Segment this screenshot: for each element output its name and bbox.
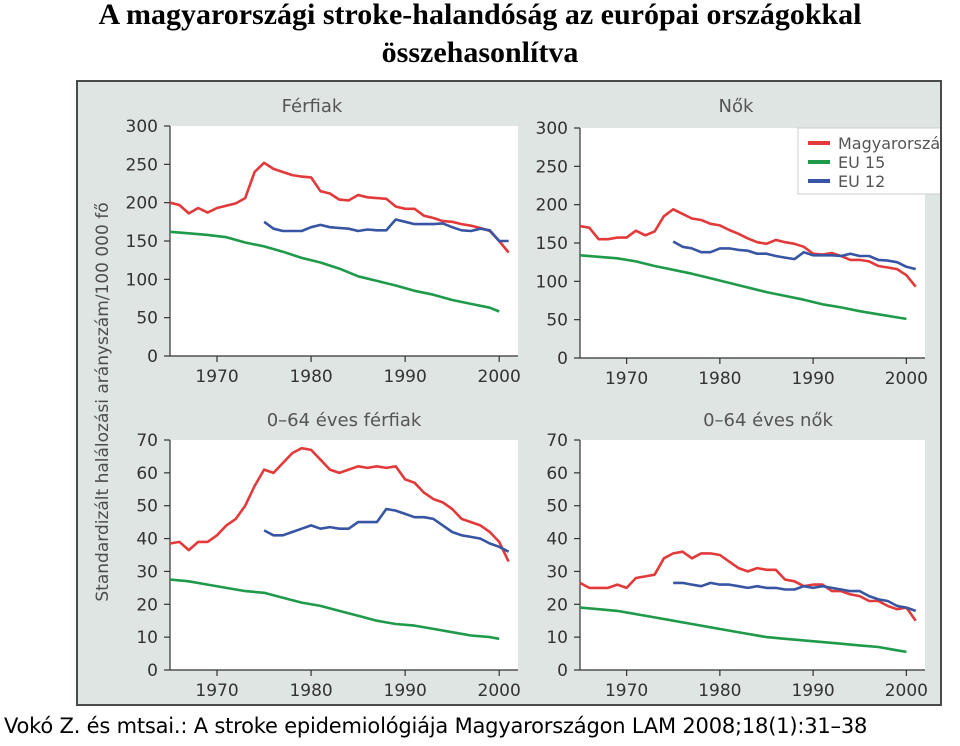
x-tick-label: 2000: [478, 681, 521, 701]
page-title-line-2: összehasonlítva: [381, 36, 579, 69]
chart-panel-3: 0–64 éves férfiak 0 10 20 30 40 50 60 70 1970 1980…: [136, 410, 520, 701]
series-line-eu-15: [169, 230, 500, 313]
x-tick-label: 1970: [195, 367, 238, 387]
series-line-eu-12: [672, 240, 917, 271]
x-tick-label: 2000: [885, 369, 928, 389]
x-tick-label: 1970: [605, 681, 648, 701]
x-tick-label: 1980: [698, 681, 741, 701]
chart-panel-4: 0–64 éves nők 0 10 20 30 40 50 60 70 1970 1980 1990…: [546, 410, 928, 701]
x-tick-label: 1980: [698, 369, 741, 389]
chart-panel-2: Nők 0 50 100 150 200 250 300 1970 1980 1990 2000 Mag…: [536, 96, 940, 389]
y-tick-label: 150: [126, 232, 158, 252]
y-tick-label: 50: [546, 497, 568, 517]
y-tick-label: 40: [136, 530, 158, 550]
series-line-eu-15: [579, 254, 907, 321]
y-tick-label: 50: [136, 497, 158, 517]
y-tick-label: 30: [136, 562, 158, 582]
series-line-eu-12: [263, 218, 509, 243]
y-tick-label: 0: [147, 661, 158, 681]
y-tick-label: 0: [557, 661, 568, 681]
series-line-eu-12: [673, 581, 917, 613]
y-tick-label: 60: [546, 464, 568, 484]
x-tick-label: 1990: [384, 367, 427, 387]
y-tick-label: 100: [126, 270, 158, 290]
x-tick-label: 1980: [289, 367, 332, 387]
y-tick-label: 250: [536, 157, 568, 177]
series-line-eu-12: [263, 507, 510, 553]
x-tick-label: 2000: [478, 367, 521, 387]
y-axis-label: Standardizált halálozási arányszám/100 0…: [93, 202, 113, 601]
series-line-eu-15: [579, 606, 907, 654]
series-line-magyarorsz-g: [579, 550, 917, 622]
x-tick-label: 1990: [791, 681, 834, 701]
y-tick-label: 100: [536, 272, 568, 292]
x-tick-label: 1970: [195, 681, 238, 701]
plot-area: [580, 440, 925, 670]
series-line-magyarorsz-g: [169, 161, 510, 254]
panel-title: 0–64 éves nők: [703, 410, 833, 431]
y-tick-label: 30: [546, 562, 568, 582]
panel-title: Férfiak: [282, 96, 343, 117]
y-tick-label: 150: [536, 234, 568, 254]
y-tick-label: 0: [147, 347, 158, 367]
chart-figure-panel: Standardizált halálozási arányszám/100 0…: [76, 80, 942, 706]
citation-text: Vokó Z. és mtsai.: A stroke epidemiológi…: [4, 714, 868, 738]
panel-title: 0–64 éves férfiak: [267, 410, 422, 431]
y-tick-label: 20: [136, 595, 158, 615]
y-tick-label: 50: [546, 311, 568, 331]
y-tick-label: 20: [546, 595, 568, 615]
x-tick-label: 1970: [605, 369, 648, 389]
y-tick-label: 200: [126, 194, 158, 214]
series-line-eu-15: [169, 578, 500, 641]
y-tick-label: 250: [126, 155, 158, 175]
y-tick-label: 40: [546, 530, 568, 550]
x-tick-label: 1990: [791, 369, 834, 389]
page-title-line-1: A magyarországi stroke-halandóság az eur…: [98, 0, 862, 31]
x-tick-label: 1980: [289, 681, 332, 701]
y-tick-label: 200: [536, 196, 568, 216]
y-tick-label: 70: [136, 431, 158, 451]
y-tick-label: 10: [546, 628, 568, 648]
chart-panel-1: Férfiak 0 50 100 150 200 250 300 1970 1980 1990 200…: [126, 96, 521, 387]
x-tick-label: 1990: [384, 681, 427, 701]
y-tick-label: 300: [126, 117, 158, 137]
panel-title: Nők: [719, 96, 754, 117]
legend-label-eu-15: EU 15: [838, 153, 885, 172]
plot-area: [170, 126, 518, 356]
plot-area: [170, 440, 518, 670]
series-line-magyarorsz-g: [169, 446, 510, 563]
y-tick-label: 300: [536, 119, 568, 139]
y-tick-label: 50: [136, 309, 158, 329]
legend-label-magyarorsz-g: Magyarország: [838, 134, 940, 153]
y-tick-label: 0: [557, 349, 568, 369]
series-line-magyarorsz-g: [579, 208, 917, 288]
legend-label-eu-12: EU 12: [838, 172, 885, 191]
y-tick-label: 10: [136, 628, 158, 648]
y-tick-label: 60: [136, 464, 158, 484]
chart-figure-svg: Standardizált halálozási arányszám/100 0…: [93, 96, 940, 701]
y-tick-label: 70: [546, 431, 568, 451]
x-tick-label: 2000: [885, 681, 928, 701]
